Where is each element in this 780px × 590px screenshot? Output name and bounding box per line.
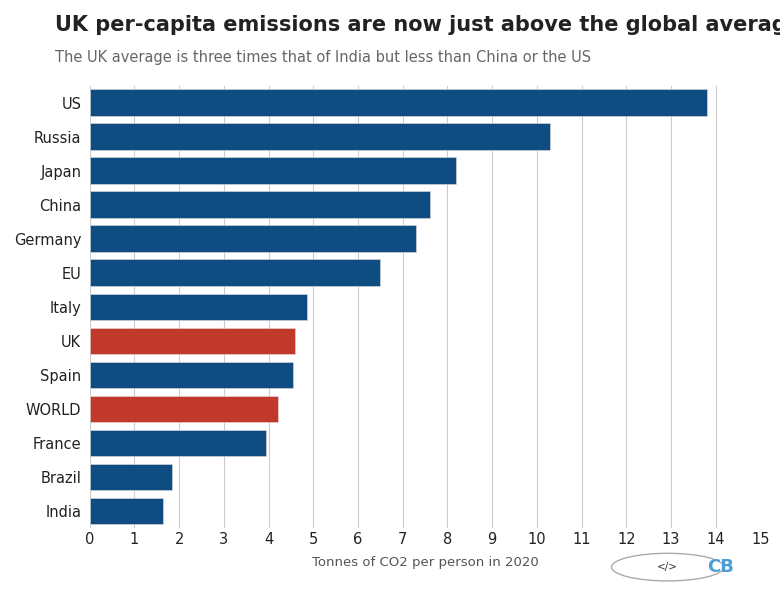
Bar bbox=[90, 89, 707, 116]
Bar bbox=[90, 396, 278, 422]
Bar bbox=[90, 464, 172, 490]
Bar bbox=[90, 498, 164, 525]
X-axis label: Tonnes of CO2 per person in 2020: Tonnes of CO2 per person in 2020 bbox=[312, 556, 538, 569]
Bar bbox=[90, 191, 430, 218]
Bar bbox=[90, 362, 293, 388]
Bar bbox=[90, 430, 266, 456]
Bar bbox=[90, 260, 381, 286]
Text: CB: CB bbox=[707, 558, 734, 576]
Text: </>: </> bbox=[658, 562, 678, 572]
Bar bbox=[90, 294, 307, 320]
Bar bbox=[90, 158, 456, 184]
Bar bbox=[90, 123, 551, 150]
Bar bbox=[90, 225, 417, 252]
Text: UK per-capita emissions are now just above the global average: UK per-capita emissions are now just abo… bbox=[55, 15, 780, 35]
Bar bbox=[90, 327, 296, 354]
Text: The UK average is three times that of India but less than China or the US: The UK average is three times that of In… bbox=[55, 50, 590, 65]
